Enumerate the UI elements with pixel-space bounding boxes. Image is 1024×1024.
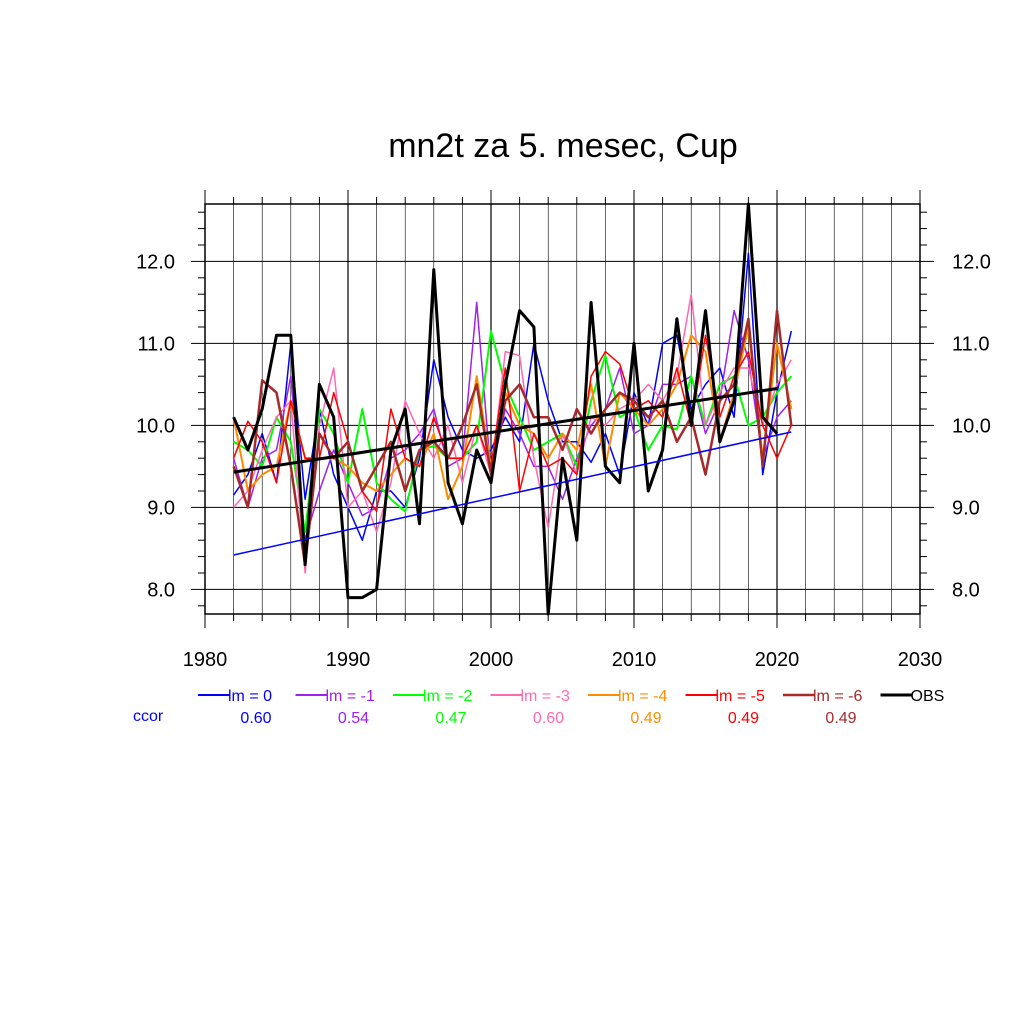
series-lines: [232, 202, 793, 616]
legend-label: lm = -3: [521, 688, 570, 705]
grid: [205, 204, 920, 614]
x-tick-label: 2000: [469, 649, 514, 671]
axes: 8.0 8.0 9.0 9.0 10.0 10.0 11.0 11.0 12.0 12.0 1980…: [136, 190, 991, 671]
trend-line-lm-0: [233, 431, 792, 556]
ccor-value: 0.54: [338, 710, 369, 727]
ccor-value: 0.60: [533, 710, 564, 727]
legend-label: lm = 0: [228, 688, 272, 705]
x-tick-label: 1990: [326, 649, 371, 671]
series-line-lm-6: [232, 309, 793, 567]
y-tick-label-left: 10.0: [136, 415, 175, 437]
x-tick-label: 2010: [612, 649, 657, 671]
y-tick-label-right: 11.0: [952, 333, 989, 355]
ccor-label: ccor: [133, 708, 164, 725]
x-tick-label: 2020: [755, 649, 800, 671]
ccor-value: 0.60: [240, 710, 271, 727]
trend-line-obs: [233, 387, 778, 474]
series-line-obs: [232, 202, 779, 616]
x-tick-label: 1980: [183, 649, 228, 671]
y-tick-label-left: 8.0: [147, 579, 175, 601]
legend: lm = 0 0.60 lm = -1 0.54 lm = -2 0.47 lm = -3 0…: [133, 688, 944, 727]
y-tick-label-right: 10.0: [952, 415, 991, 437]
y-tick-label-right: 9.0: [952, 497, 980, 519]
legend-label: lm = -4: [618, 688, 667, 705]
ccor-value: 0.47: [435, 710, 466, 727]
ccor-value: 0.49: [630, 710, 661, 727]
legend-label: lm = -6: [813, 688, 862, 705]
x-tick-label: 2030: [898, 649, 943, 671]
series-line-lm-1: [232, 301, 792, 541]
y-tick-label-right: 12.0: [952, 251, 991, 273]
y-tick-label-left: 11.0: [138, 333, 175, 355]
legend-label: lm = -1: [326, 688, 375, 705]
ccor-value: 0.49: [728, 710, 759, 727]
y-tick-label-right: 8.0: [952, 579, 980, 601]
y-tick-label-left: 12.0: [136, 251, 175, 273]
plot-frame: [204, 203, 921, 615]
y-tick-label-left: 9.0: [147, 497, 175, 519]
ccor-value: 0.49: [825, 710, 856, 727]
legend-label: OBS: [911, 688, 945, 705]
legend-label: lm = -2: [423, 688, 472, 705]
trend-lines: [233, 387, 792, 556]
chart-title: mn2t za 5. mesec, Cup: [388, 127, 738, 165]
legend-label: lm = -5: [716, 688, 765, 705]
